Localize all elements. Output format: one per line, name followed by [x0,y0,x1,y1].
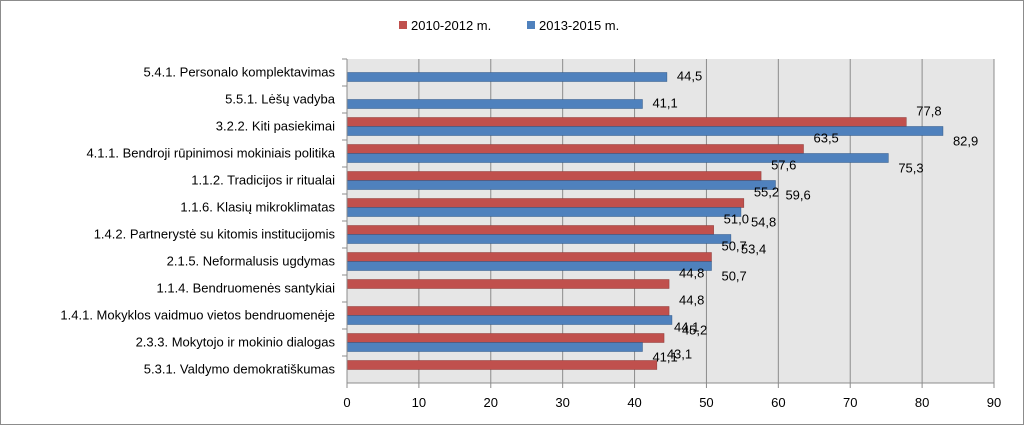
x-tick-label: 10 [412,395,426,410]
data-label-2013-2015: 44,5 [677,69,702,84]
category-label: 1.1.2. Tradicijos ir ritualai [191,173,335,188]
x-tick-label: 30 [555,395,569,410]
bar-2010-2012 [346,279,670,289]
category-label: 3.2.2. Kiti pasiekimai [216,119,335,134]
bar-2010-2012 [346,306,670,316]
category-label: 1.1.6. Klasių mikroklimatas [180,200,335,215]
category-label: 2.3.3. Mokytojo ir mokinio dialogas [136,335,336,350]
bar-2010-2012 [346,117,907,127]
bar-2010-2012 [346,144,804,154]
x-tick-label: 60 [771,395,785,410]
x-tick-label: 0 [343,395,350,410]
gridlines [418,59,995,383]
data-labels: 44,541,177,882,963,575,357,659,655,254,8… [652,69,978,365]
category-label: 5.3.1. Valdymo demokratiškumas [144,362,336,377]
bar-2010-2012 [346,252,712,262]
bar-2013-2015 [346,180,776,190]
category-labels: 5.4.1. Personalo komplektavimas 5.5.1. Lė… [60,65,335,377]
category-label: 2.1.5. Neformalusis ugdymas [167,254,336,269]
bar-2013-2015 [346,207,742,217]
bar-2013-2015 [346,342,643,352]
legend-label-2013-2015: 2013-2015 m. [539,18,619,33]
bar-2010-2012 [346,171,762,181]
data-label-2010-2012: 50,7 [721,239,746,254]
bar-2013-2015 [346,261,712,271]
data-label-2010-2012: 57,6 [771,158,796,173]
data-label-2010-2012: 44,8 [679,266,704,281]
x-tick-label: 20 [484,395,498,410]
data-label-2010-2012: 51,0 [724,212,749,227]
data-label-2013-2015: 59,6 [785,188,810,203]
x-tick-label: 90 [987,395,1001,410]
bar-2013-2015 [346,234,732,244]
axes [342,58,995,388]
legend-label-2010-2012: 2010-2012 m. [411,18,491,33]
legend-swatch-2010-2012 [399,21,407,29]
bar-2010-2012 [346,198,745,208]
bar-2010-2012 [346,225,714,235]
x-tick-label: 70 [843,395,857,410]
data-label-2010-2012: 43,1 [667,347,692,362]
legend: 2010-2012 m. 2013-2015 m. [399,18,619,33]
bar-2013-2015 [346,153,889,163]
bar-2013-2015 [346,99,643,109]
data-label-2010-2012: 44,8 [679,293,704,308]
tick-labels: 0 10 20 30 40 50 60 70 80 90 [343,395,1001,410]
data-label-2013-2015: 45,2 [682,323,707,338]
x-tick-label: 50 [699,395,713,410]
data-label-2013-2015: 41,1 [652,350,677,365]
x-tick-label: 80 [915,395,929,410]
category-label: 5.4.1. Personalo komplektavimas [144,65,336,80]
category-label: 1.1.4. Bendruomenės santykiai [157,281,336,296]
legend-swatch-2013-2015 [527,21,535,29]
data-label-2013-2015: 53,4 [741,242,766,257]
data-label-2013-2015: 75,3 [898,161,923,176]
bar-2010-2012 [346,333,665,343]
data-label-2013-2015: 54,8 [751,215,776,230]
data-label-2013-2015: 82,9 [953,134,978,149]
x-tick-label: 40 [627,395,641,410]
bar-2013-2015 [346,72,668,82]
bar-2013-2015 [346,315,673,325]
category-label: 5.5.1. Lėšų vadyba [225,92,336,107]
category-label: 1.4.2. Partnerystė su kitomis institucij… [94,227,336,242]
data-label-2013-2015: 50,7 [721,269,746,284]
data-label-2010-2012: 44,1 [674,320,699,335]
data-label-2010-2012: 77,8 [916,104,941,119]
bar-2013-2015 [346,126,944,136]
category-label: 4.1.1. Bendroji rūpinimosi mokiniais pol… [86,146,335,161]
plot-area [347,59,994,383]
data-label-2013-2015: 41,1 [652,96,677,111]
data-label-2010-2012: 55,2 [754,185,779,200]
bar-2010-2012 [346,360,658,370]
category-label: 1.4.1. Mokyklos vaidmuo vietos bendruome… [60,308,335,323]
data-label-2010-2012: 63,5 [813,131,838,146]
